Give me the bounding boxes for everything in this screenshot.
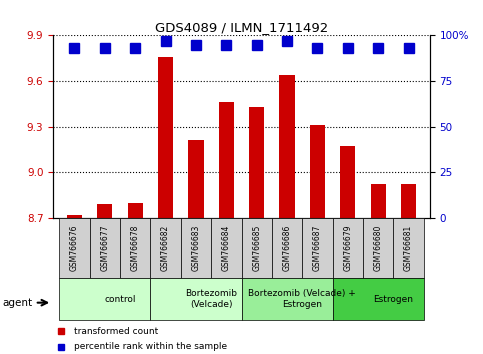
Text: GSM766686: GSM766686 [283, 224, 292, 271]
Bar [242, 278, 333, 320]
Text: GSM766683: GSM766683 [191, 224, 200, 271]
Text: GSM766678: GSM766678 [131, 224, 140, 271]
Bar [272, 218, 302, 278]
Text: GSM766682: GSM766682 [161, 225, 170, 271]
Text: control: control [104, 295, 136, 304]
Text: Bortezomib
(Velcade): Bortezomib (Velcade) [185, 290, 237, 309]
Bar [150, 218, 181, 278]
Text: GSM766679: GSM766679 [343, 224, 352, 271]
Text: percentile rank within the sample: percentile rank within the sample [74, 342, 227, 352]
Text: Estrogen: Estrogen [373, 295, 413, 304]
Bar [370, 184, 386, 218]
Bar [128, 202, 143, 218]
Bar [401, 184, 416, 218]
Bar [59, 218, 89, 278]
Bar [188, 140, 203, 218]
Bar [333, 278, 424, 320]
Bar [242, 218, 272, 278]
Bar [302, 218, 333, 278]
Bar [394, 218, 424, 278]
Bar [67, 215, 82, 218]
Bar [181, 218, 211, 278]
Bar [363, 218, 394, 278]
Bar [310, 125, 325, 218]
Bar [89, 218, 120, 278]
Text: Bortezomib (Velcade) +
Estrogen: Bortezomib (Velcade) + Estrogen [248, 290, 356, 309]
Text: GSM766680: GSM766680 [374, 224, 383, 271]
Text: GSM766684: GSM766684 [222, 224, 231, 271]
Bar [158, 57, 173, 218]
Text: GSM766685: GSM766685 [252, 224, 261, 271]
Text: GSM766681: GSM766681 [404, 225, 413, 271]
Text: GSM766687: GSM766687 [313, 224, 322, 271]
Bar [150, 278, 242, 320]
Text: transformed count: transformed count [74, 326, 158, 336]
Bar [219, 102, 234, 218]
Text: GSM766677: GSM766677 [100, 224, 109, 271]
Text: agent: agent [2, 298, 32, 308]
Bar [333, 218, 363, 278]
Bar [97, 204, 113, 218]
Bar [280, 75, 295, 218]
Title: GDS4089 / ILMN_1711492: GDS4089 / ILMN_1711492 [155, 21, 328, 34]
Text: GSM766676: GSM766676 [70, 224, 79, 271]
Bar [249, 107, 264, 218]
Bar [120, 218, 150, 278]
Bar [340, 146, 355, 218]
Bar [211, 218, 242, 278]
Bar [59, 278, 150, 320]
